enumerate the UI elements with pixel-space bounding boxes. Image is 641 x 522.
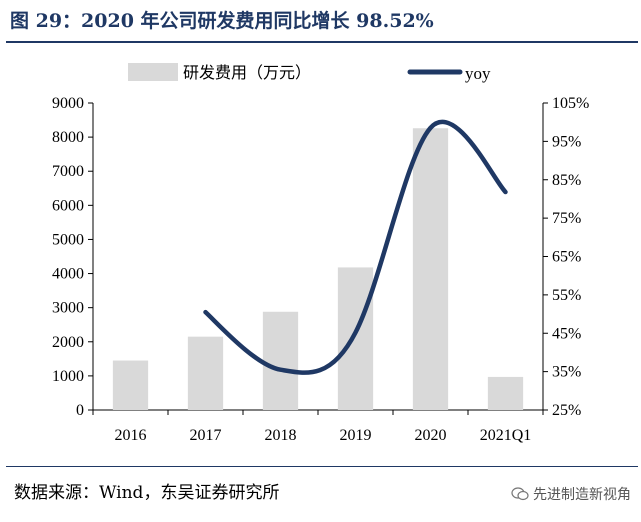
wechat-icon <box>511 487 529 501</box>
watermark-text: 先进制造新视角 <box>533 487 631 503</box>
y-left-tick-label: 0 <box>76 402 84 419</box>
y-left-tick-label: 4000 <box>52 266 84 283</box>
bar-series <box>112 128 524 410</box>
y-left-tick-label: 2000 <box>52 334 84 351</box>
y-right-tick-label: 25% <box>552 402 581 419</box>
bar <box>112 360 149 410</box>
y-left-tick-label: 5000 <box>52 231 84 248</box>
chart: 研发费用（万元） yoy 0 1000 2000 3000 4000 5000 6000 70… <box>52 63 589 444</box>
x-tick-label: 2019 <box>340 427 372 444</box>
bar <box>337 267 374 410</box>
figure-title: 图 29：2020 年公司研发费用同比增长 98.52% <box>10 10 434 32</box>
y-right-tick-label: 35% <box>552 364 581 381</box>
legend: 研发费用（万元） yoy <box>128 63 491 83</box>
axes <box>88 102 548 415</box>
bar <box>487 376 524 410</box>
source-note: 数据来源：Wind，东吴证券研究所 <box>14 483 280 503</box>
y-right-tick-label: 85% <box>552 172 581 189</box>
x-tick-label: 2018 <box>265 427 297 444</box>
y-left-tick-label: 8000 <box>52 129 84 146</box>
legend-label-line: yoy <box>465 64 491 83</box>
x-tick-label: 2017 <box>190 427 222 444</box>
legend-label-bar: 研发费用（万元） <box>183 63 311 82</box>
tick-labels: 0 1000 2000 3000 4000 5000 6000 7000 8000 9000 25%… <box>52 95 589 444</box>
y-right-tick-label: 65% <box>552 249 581 266</box>
y-right-tick-label: 105% <box>552 95 589 112</box>
title-divider <box>6 41 638 43</box>
y-left-tick-label: 7000 <box>52 163 84 180</box>
yoy-line <box>203 119 508 375</box>
x-tick-label: 2021Q1 <box>480 427 532 444</box>
line-series <box>203 119 508 375</box>
y-left-tick-label: 1000 <box>52 368 84 385</box>
bar <box>262 311 299 410</box>
x-tick-label: 2016 <box>115 427 147 444</box>
y-right-tick-label: 55% <box>552 287 581 304</box>
y-left-tick-label: 3000 <box>52 300 84 317</box>
watermark: 先进制造新视角 <box>511 484 631 504</box>
y-right-tick-label: 75% <box>552 210 581 227</box>
y-left-tick-label: 9000 <box>52 95 84 112</box>
source-divider <box>6 466 638 467</box>
y-right-tick-label: 95% <box>552 133 581 150</box>
legend-swatch-bar <box>128 63 178 81</box>
y-left-tick-label: 6000 <box>52 197 84 214</box>
bar <box>187 336 224 410</box>
x-tick-label: 2020 <box>415 427 447 444</box>
bar <box>412 128 449 410</box>
y-right-tick-label: 45% <box>552 325 581 342</box>
